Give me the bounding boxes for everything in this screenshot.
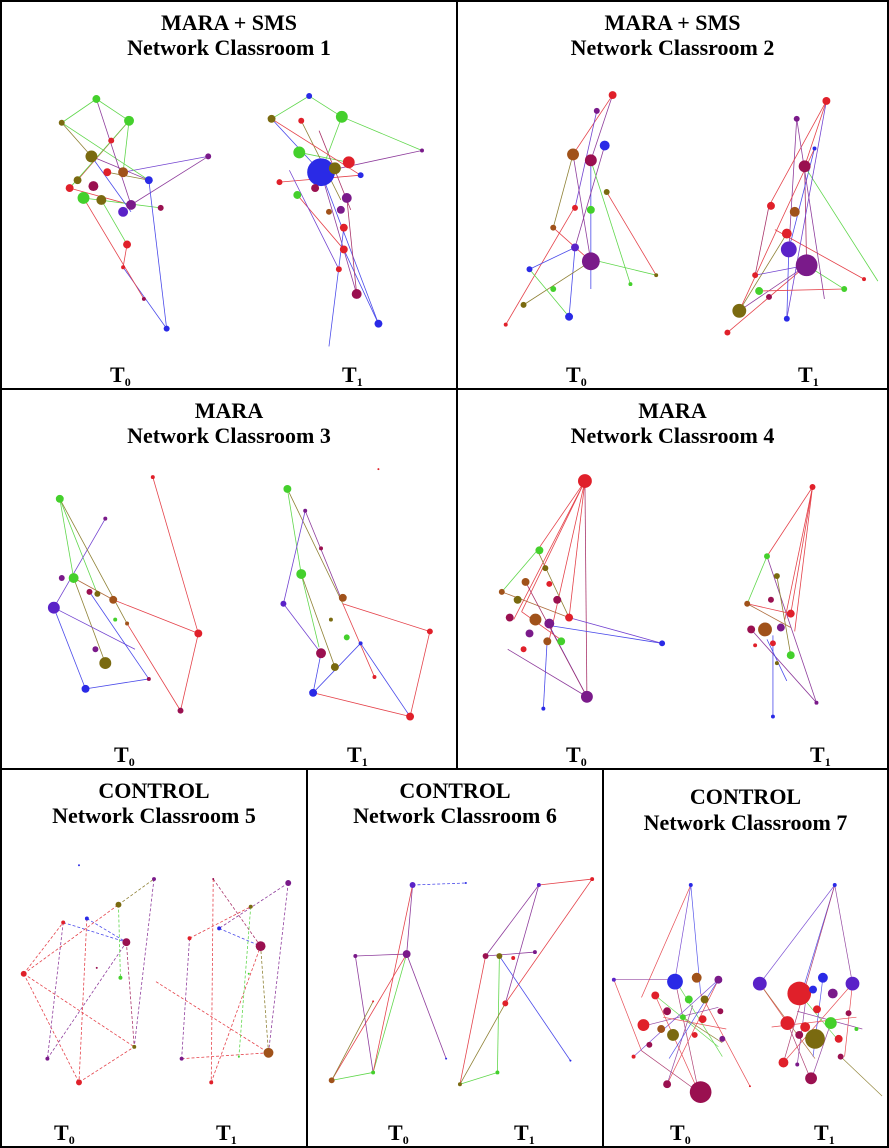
time-label-t1: T1 [514,1120,535,1147]
panel-6-condition: CONTROL [399,778,511,803]
time-label-t0: T0 [566,742,587,769]
panel-2-title: Network Classroom 2 [570,35,775,60]
panel-classroom-4: MARA Network Classroom 4 [456,388,889,770]
network-graph-classroom-3 [47,468,433,721]
panel-6-title: Network Classroom 6 [353,803,557,828]
time-label-t1: T1 [798,362,819,389]
panel-7-condition: CONTROL [689,784,802,809]
panel-1-condition: MARA + SMS [161,10,297,35]
time-label-t0: T0 [114,742,135,769]
time-label-t1: T1 [814,1120,835,1147]
network-graph-classroom-1 [58,93,424,347]
panel-classroom-2: MARA + SMS Network Classroom 2 [456,0,889,390]
time-label-t0: T0 [110,362,131,389]
panel-5-condition: CONTROL [98,778,210,803]
time-label-t0: T0 [670,1120,691,1147]
time-label-t1: T1 [347,742,368,769]
network-graph-classroom-4 [498,474,819,719]
panel-4-condition: MARA [638,398,707,423]
panel-7-title: Network Classroom 7 [643,810,848,835]
panel-1-title: Network Classroom 1 [127,35,331,60]
panel-classroom-1: MARA + SMS Network Classroom 1 [0,0,458,390]
panel-4-title: Network Classroom 4 [570,423,775,448]
panel-3-title: Network Classroom 3 [127,423,331,448]
network-graph-classroom-6 [328,877,595,1087]
panel-5-title: Network Classroom 5 [52,803,256,828]
time-label-t1: T1 [342,362,363,389]
time-label-t0: T0 [388,1120,409,1147]
time-label-t1: T1 [810,742,831,769]
time-label-t1: T1 [216,1120,237,1147]
time-label-t0: T0 [566,362,587,389]
time-label-t0: T0 [54,1120,75,1147]
network-graph-classroom-5 [20,864,292,1086]
panel-classroom-5: CONTROL Network Classroom 5 [0,768,308,1148]
panel-classroom-6: CONTROL Network Classroom 6 T0 [306,768,604,1148]
network-graph-classroom-2 [503,91,879,336]
network-graph-classroom-7 [611,883,883,1103]
panel-classroom-3: MARA Network Classroom 3 [0,388,458,770]
panel-2-condition: MARA + SMS [604,10,741,35]
panel-classroom-7: CONTROL Network Classroom 7 [602,768,889,1148]
panel-3-condition: MARA [194,398,264,423]
